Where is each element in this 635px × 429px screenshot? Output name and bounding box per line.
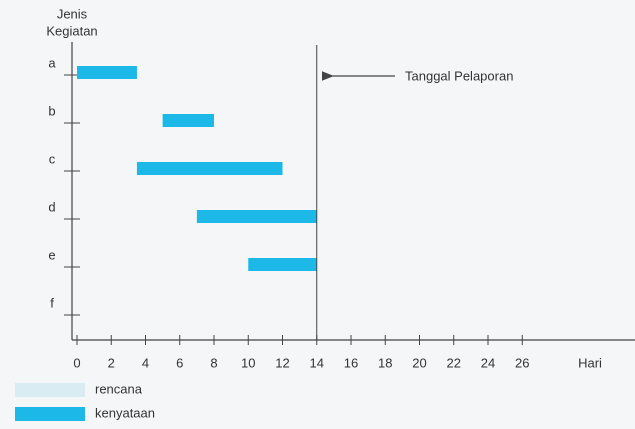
legend-swatch: [15, 407, 85, 421]
x-tick-label: 22: [447, 355, 461, 370]
legend-label: rencana: [95, 381, 143, 396]
legend-swatch: [15, 383, 85, 397]
x-tick-label: 14: [310, 355, 324, 370]
x-tick-label: 4: [142, 355, 149, 370]
y-tick-label: d: [48, 199, 55, 214]
x-tick-label: 0: [73, 355, 80, 370]
task-bar: [248, 258, 317, 271]
task-bar: [136, 162, 283, 175]
x-tick-label: 12: [275, 355, 289, 370]
y-tick-label: e: [48, 247, 55, 262]
x-tick-label: 2: [108, 355, 115, 370]
x-tick-label: 18: [378, 355, 392, 370]
task-bar: [162, 114, 214, 127]
y-axis-label: Jenis: [57, 6, 88, 21]
y-tick-label: b: [48, 103, 55, 118]
y-axis-label: Kegiatan: [46, 23, 97, 38]
x-tick-label: 26: [515, 355, 529, 370]
x-tick-label: 24: [481, 355, 495, 370]
x-tick-label: 8: [210, 355, 217, 370]
legend-label: kenyataan: [95, 405, 155, 420]
y-tick-label: c: [49, 151, 56, 166]
x-tick-label: 20: [412, 355, 426, 370]
x-tick-label: 16: [344, 355, 358, 370]
y-tick-label: f: [50, 295, 54, 310]
task-bar: [77, 66, 137, 79]
x-tick-label: 10: [241, 355, 255, 370]
y-tick-label: a: [48, 55, 56, 70]
x-tick-label: 6: [176, 355, 183, 370]
task-bar: [196, 210, 317, 223]
x-axis-label: Hari: [578, 355, 602, 370]
annotation: Tanggal Pelaporan: [405, 68, 513, 83]
